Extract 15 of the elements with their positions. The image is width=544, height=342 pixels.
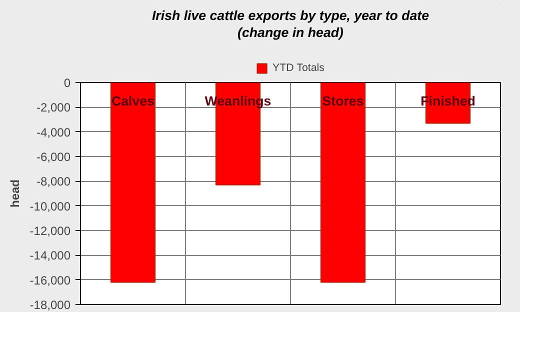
- y-tick-label: -2,000: [36, 100, 71, 115]
- x-tick-label: Calves: [112, 94, 154, 108]
- y-tick-label: -12,000: [30, 224, 71, 238]
- chart-title: Irish live cattle exports by type, year to date (change in head): [152, 8, 430, 40]
- legend-label: YTD Totals: [272, 62, 324, 74]
- y-tick-label: 0: [64, 76, 71, 90]
- y-tick-label: -10,000: [30, 199, 71, 214]
- y-tick-label: -6,000: [36, 150, 71, 164]
- y-axis-title: head: [8, 179, 22, 208]
- x-tick-label: Stores: [322, 94, 364, 108]
- y-tick-label: -4,000: [36, 125, 71, 140]
- y-tick-label: -14,000: [30, 248, 71, 263]
- y-tick-label: -18,000: [30, 298, 71, 312]
- y-tick-label: -16,000: [30, 273, 71, 288]
- y-tick-label: -8,000: [36, 174, 71, 189]
